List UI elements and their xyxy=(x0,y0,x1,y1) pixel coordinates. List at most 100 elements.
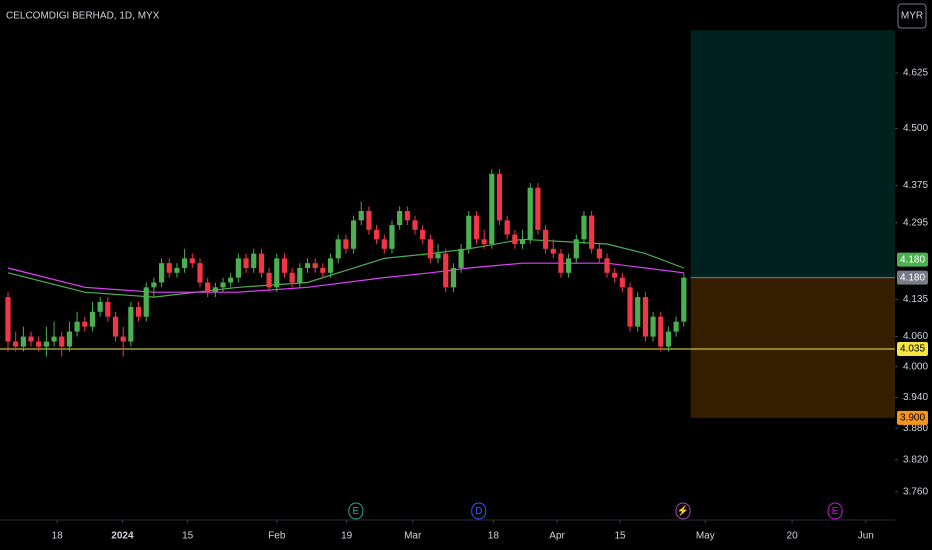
currency-button[interactable] xyxy=(897,3,927,29)
candle-body xyxy=(504,220,510,235)
candle-body xyxy=(43,341,49,347)
candle-body xyxy=(481,239,487,245)
y-tick-label: 4.060 xyxy=(903,331,928,342)
candle-body xyxy=(66,331,73,347)
candle-body xyxy=(251,253,257,268)
candle-body xyxy=(112,316,119,337)
candle-body xyxy=(527,187,533,240)
candle-body xyxy=(681,277,687,322)
candle-body xyxy=(266,272,272,288)
candle-body xyxy=(573,239,579,259)
candle-body xyxy=(635,297,641,327)
candle-body xyxy=(28,336,34,342)
candle-body xyxy=(274,258,280,288)
candle-body xyxy=(174,267,180,273)
candle-body xyxy=(397,211,403,226)
candle-body xyxy=(458,248,464,268)
candle-body xyxy=(450,267,457,288)
x-tick-label: 15 xyxy=(615,531,627,542)
candle-body xyxy=(189,258,195,264)
candle-body xyxy=(51,336,57,342)
candle-body xyxy=(5,297,11,342)
candle-body xyxy=(135,306,142,317)
candle-body xyxy=(358,211,364,221)
y-tick-label: 3.880 xyxy=(903,423,928,434)
currency-label[interactable]: MYR xyxy=(901,11,923,22)
x-tick-label: 19 xyxy=(341,531,353,542)
event-icon xyxy=(348,502,364,520)
event-icon xyxy=(471,502,487,520)
candle-body xyxy=(335,239,341,259)
candle-body xyxy=(566,258,572,273)
candle-body xyxy=(535,187,541,230)
candle-body xyxy=(612,272,618,278)
candle-body xyxy=(304,263,311,268)
candle-body xyxy=(550,248,556,254)
candle-body xyxy=(427,239,433,259)
event-icon xyxy=(827,502,843,520)
candle-body xyxy=(212,287,218,293)
candle-body xyxy=(289,272,295,283)
x-tick-label: 2024 xyxy=(111,531,134,542)
candle-body xyxy=(20,336,26,347)
y-tick-label: 4.135 xyxy=(903,294,928,305)
price-label-box xyxy=(897,342,928,357)
candle-body xyxy=(589,215,595,249)
candle-body xyxy=(258,253,265,273)
candle-body xyxy=(105,301,111,317)
candle-body xyxy=(235,258,241,278)
candle-body xyxy=(366,211,372,230)
x-tick-label: Jun xyxy=(858,531,874,542)
target-zone xyxy=(690,30,895,278)
price-label-box xyxy=(897,410,928,425)
event-label: ⚡ xyxy=(677,504,689,517)
x-tick-label: 15 xyxy=(182,531,194,542)
candle-body xyxy=(673,321,679,332)
candle-body xyxy=(642,297,649,337)
moving-average xyxy=(7,238,685,298)
price-label: 4.180 xyxy=(900,254,925,265)
event-label: D xyxy=(475,506,482,517)
candle-body xyxy=(36,341,42,347)
candle-body xyxy=(650,316,656,337)
y-tick-label: 3.760 xyxy=(903,486,928,497)
x-tick-label: Mar xyxy=(404,531,422,542)
price-label: 4.035 xyxy=(900,344,925,355)
candle-body xyxy=(143,287,149,317)
candle-body xyxy=(435,253,441,259)
candle-body xyxy=(297,267,303,283)
x-tick-label: Apr xyxy=(549,531,565,542)
candle-body xyxy=(558,253,564,273)
candle-body xyxy=(312,263,318,268)
candle-body xyxy=(519,239,526,245)
chart-title: CELCOMDIGI BERHAD, 1D, MYX xyxy=(6,11,160,22)
candle-body xyxy=(627,287,633,327)
candle-body xyxy=(151,282,157,288)
candle-body xyxy=(489,173,495,245)
candle-body xyxy=(158,263,165,283)
candle-body xyxy=(281,258,288,273)
candle-body xyxy=(542,229,549,249)
candle-body xyxy=(197,263,203,283)
price-label-box xyxy=(897,252,928,267)
y-tick-label: 4.500 xyxy=(903,123,928,134)
candle-body xyxy=(220,282,226,288)
candle-body xyxy=(243,258,249,268)
candle-body xyxy=(665,331,672,347)
y-tick-label: 4.375 xyxy=(903,180,928,191)
candle-body xyxy=(128,306,134,342)
price-label: 3.900 xyxy=(900,413,925,424)
y-tick-label: 4.000 xyxy=(903,361,928,372)
candle-body xyxy=(343,239,349,249)
candle-body xyxy=(205,282,211,293)
candle-body xyxy=(74,321,80,332)
candle-body xyxy=(350,220,357,249)
x-tick-label: May xyxy=(696,531,715,542)
candle-body xyxy=(496,173,503,221)
x-tick-label: 20 xyxy=(787,531,799,542)
candle-body xyxy=(13,341,19,347)
candle-body xyxy=(658,316,664,347)
